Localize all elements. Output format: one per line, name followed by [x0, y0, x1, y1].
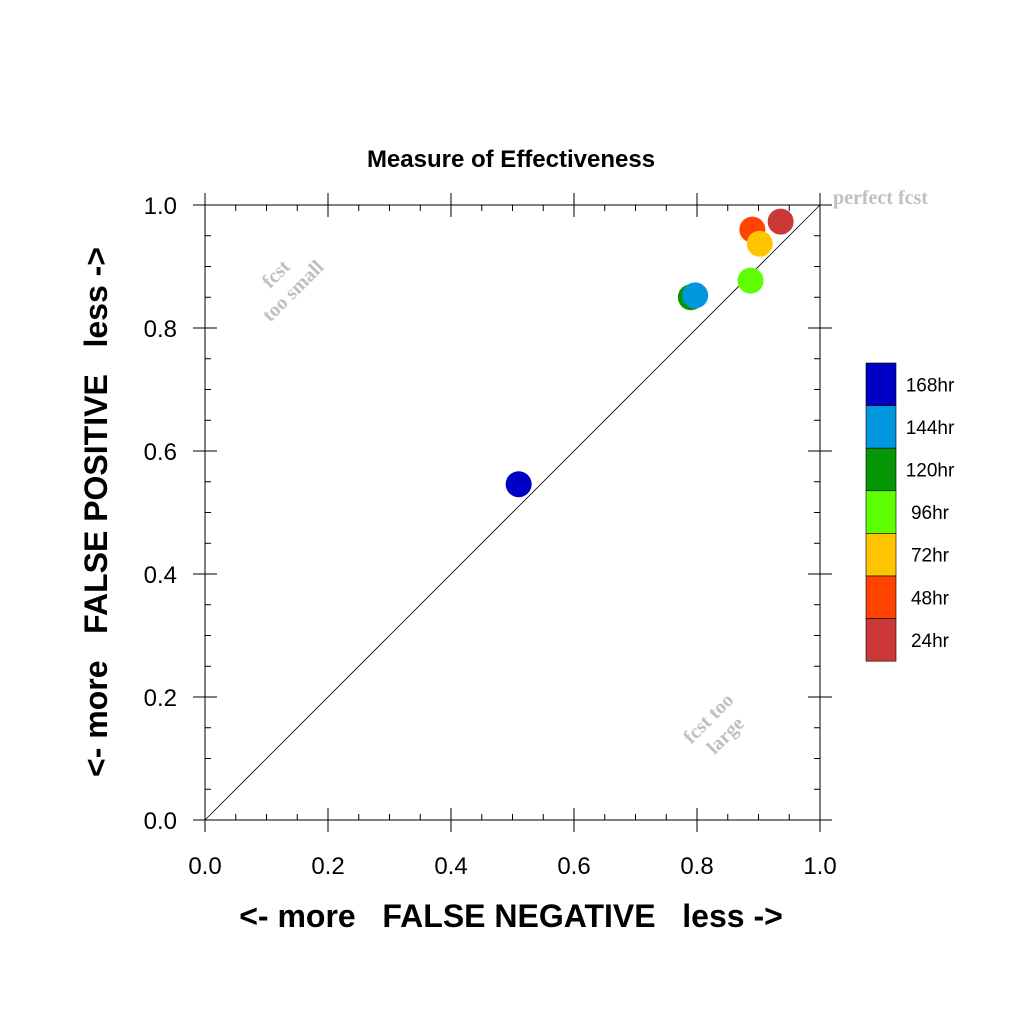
- too-small-annotation: fcst too small: [258, 256, 329, 327]
- x-tick-label: 0.8: [680, 853, 713, 880]
- x-axis-label: <- more FALSE NEGATIVE less ->: [239, 898, 783, 934]
- point-72hr: [746, 230, 773, 257]
- legend-swatch-120hr: [865, 447, 897, 492]
- point-168hr: [505, 471, 532, 498]
- legend-label-48hr: 48hr: [911, 588, 950, 609]
- legend-label-144hr: 144hr: [906, 418, 955, 439]
- legend-swatch-168hr: [865, 362, 897, 406]
- point-144hr: [682, 282, 709, 309]
- y-tick-label: 0.0: [144, 808, 177, 835]
- perfect-forecast-annotation: perfect fcst: [833, 187, 928, 209]
- x-tick-label: 0.4: [434, 853, 467, 880]
- too-large-annotation: fcst too large: [679, 689, 749, 759]
- legend-label-168hr: 168hr: [906, 375, 955, 396]
- x-tick-labels: 0.0 0.2 0.4 0.6 0.8 1.0: [188, 853, 836, 880]
- legend-label-24hr: 24hr: [911, 631, 950, 652]
- y-tick-label: 0.8: [144, 316, 177, 343]
- legend: 168hr 144hr 120hr 96hr 72hr 48hr 24hr: [865, 362, 955, 662]
- y-tick-label: 0.6: [144, 439, 177, 466]
- legend-swatch-72hr: [865, 533, 897, 577]
- x-tick-label: 0.0: [188, 853, 221, 880]
- y-tick-labels: 0.0 0.2 0.4 0.6 0.8 1.0: [144, 193, 177, 835]
- legend-label-96hr: 96hr: [911, 503, 950, 524]
- point-24hr: [767, 208, 794, 235]
- chart-title: Measure of Effectiveness: [367, 146, 655, 173]
- diagonal-reference-line: [204, 204, 821, 821]
- y-tick-label: 1.0: [144, 193, 177, 220]
- tick-marks: [193, 193, 832, 832]
- x-tick-label: 1.0: [803, 853, 836, 880]
- x-tick-label: 0.6: [557, 853, 590, 880]
- legend-label-72hr: 72hr: [911, 546, 950, 567]
- y-tick-label: 0.4: [144, 562, 177, 589]
- legend-swatch-144hr: [865, 405, 897, 449]
- data-points: [505, 208, 794, 498]
- legend-swatch-96hr: [865, 490, 897, 534]
- legend-swatch-48hr: [865, 575, 897, 619]
- point-96hr: [737, 267, 764, 294]
- legend-label-120hr: 120hr: [906, 461, 955, 482]
- y-tick-label: 0.2: [144, 685, 177, 712]
- x-tick-label: 0.2: [311, 853, 344, 880]
- legend-swatch-24hr: [865, 618, 897, 662]
- y-axis-label: <- more FALSE POSITIVE less ->: [78, 247, 114, 777]
